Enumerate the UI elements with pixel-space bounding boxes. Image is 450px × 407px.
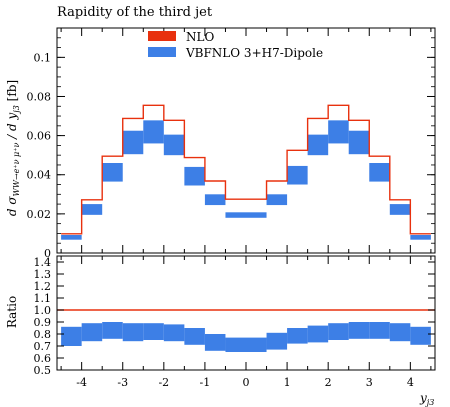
band-bar bbox=[184, 166, 205, 186]
ratio-band-bar bbox=[184, 328, 205, 345]
ratio-frame bbox=[56, 255, 436, 371]
band-bar bbox=[225, 212, 267, 218]
ratio-band-bar bbox=[307, 325, 329, 343]
y-tick-label: 0 bbox=[44, 247, 51, 260]
ratio-band-bar bbox=[410, 326, 431, 345]
band-bar bbox=[307, 134, 329, 156]
ratio-y-tick-label: 0.9 bbox=[34, 316, 52, 329]
x-tick-label: 0 bbox=[243, 376, 250, 389]
ratio-panel: 0.50.60.70.80.91.01.11.21.31.4 -4 -3 -2 -1 0 1… bbox=[34, 255, 436, 389]
ratio-y-tick-label: 1.2 bbox=[34, 280, 52, 293]
band-bar bbox=[143, 120, 164, 144]
x-tick-label: -3 bbox=[117, 376, 128, 389]
band-bar bbox=[328, 120, 349, 144]
y-tick-label: 0.06 bbox=[27, 130, 52, 143]
y-tick-label: 0.1 bbox=[34, 51, 52, 64]
legend-label-vbfnlo: VBFNLO 3+H7-Dipole bbox=[185, 46, 323, 60]
main-frame bbox=[56, 27, 436, 254]
x-tick-label: 4 bbox=[407, 376, 414, 389]
legend-label-nlo: NLO bbox=[186, 30, 214, 44]
ratio-y-tick-label: 1.4 bbox=[34, 256, 52, 269]
legend: NLO VBFNLO 3+H7-Dipole bbox=[148, 30, 323, 60]
ratio-y-tick-label: 1.1 bbox=[34, 292, 52, 305]
ratio-band-bar bbox=[204, 334, 226, 351]
x-tick-label: -2 bbox=[158, 376, 169, 389]
ratio-band-bar bbox=[225, 337, 267, 352]
chart-title: Rapidity of the third jet bbox=[57, 5, 213, 20]
band-bar bbox=[287, 165, 308, 185]
x-tick-label: 1 bbox=[284, 376, 291, 389]
band-bar bbox=[389, 204, 411, 215]
band-bar bbox=[266, 194, 288, 206]
ratio-y-tick-label: 1.0 bbox=[34, 304, 52, 317]
ratio-band-bar bbox=[102, 322, 123, 339]
y-tick-label: 0.02 bbox=[27, 208, 52, 221]
legend-swatch-vbfnlo bbox=[148, 47, 176, 57]
y-tick-label: 0.04 bbox=[27, 169, 52, 182]
ratio-band-bar bbox=[389, 323, 411, 342]
ratio-band-bar bbox=[81, 323, 103, 342]
x-axis-label: yj3 bbox=[419, 391, 434, 407]
band-bar bbox=[81, 204, 103, 215]
main-panel: 0 0.02 0.04 0.06 0.08 0.1 bbox=[27, 27, 436, 260]
ratio-axis-label: Ratio bbox=[5, 296, 19, 328]
x-tick-label: -4 bbox=[76, 376, 87, 389]
ratio-band-bar bbox=[287, 328, 308, 344]
legend-swatch-nlo bbox=[148, 31, 176, 41]
band-bar bbox=[369, 163, 390, 182]
ratio-y-tick-label: 0.8 bbox=[34, 328, 52, 341]
band-bar bbox=[348, 130, 370, 155]
ratio-band-bar bbox=[369, 322, 390, 339]
ratio-band-bar bbox=[143, 323, 164, 340]
ratio-y-tick-label: 0.6 bbox=[34, 352, 52, 365]
band-bar bbox=[410, 235, 431, 240]
ratio-y-tick-label: 1.3 bbox=[34, 268, 52, 281]
x-tick-label: -1 bbox=[200, 376, 211, 389]
x-tick-label: 3 bbox=[366, 376, 373, 389]
band-bar bbox=[163, 134, 185, 156]
band-bar bbox=[204, 194, 226, 206]
ratio-band-bar bbox=[122, 323, 144, 342]
y-axis-label: d σWW→e⁺ν μ⁺ν / d yj3 [fb] bbox=[5, 80, 21, 216]
ratio-band-bar bbox=[163, 324, 185, 342]
ratio-band-bar bbox=[348, 322, 370, 339]
ratio-y-tick-label: 0.7 bbox=[34, 340, 52, 353]
band-bar bbox=[122, 130, 144, 155]
ratio-band-bar bbox=[266, 332, 288, 350]
ratio-band-bar bbox=[61, 326, 82, 346]
nlo-step-line bbox=[61, 104, 431, 235]
band-bar bbox=[102, 163, 123, 182]
y-tick-label: 0.08 bbox=[27, 90, 52, 103]
x-tick-label: 2 bbox=[325, 376, 332, 389]
ratio-y-tick-label: 0.5 bbox=[34, 364, 52, 377]
ratio-band-bar bbox=[328, 323, 349, 340]
band-bar bbox=[61, 235, 82, 240]
